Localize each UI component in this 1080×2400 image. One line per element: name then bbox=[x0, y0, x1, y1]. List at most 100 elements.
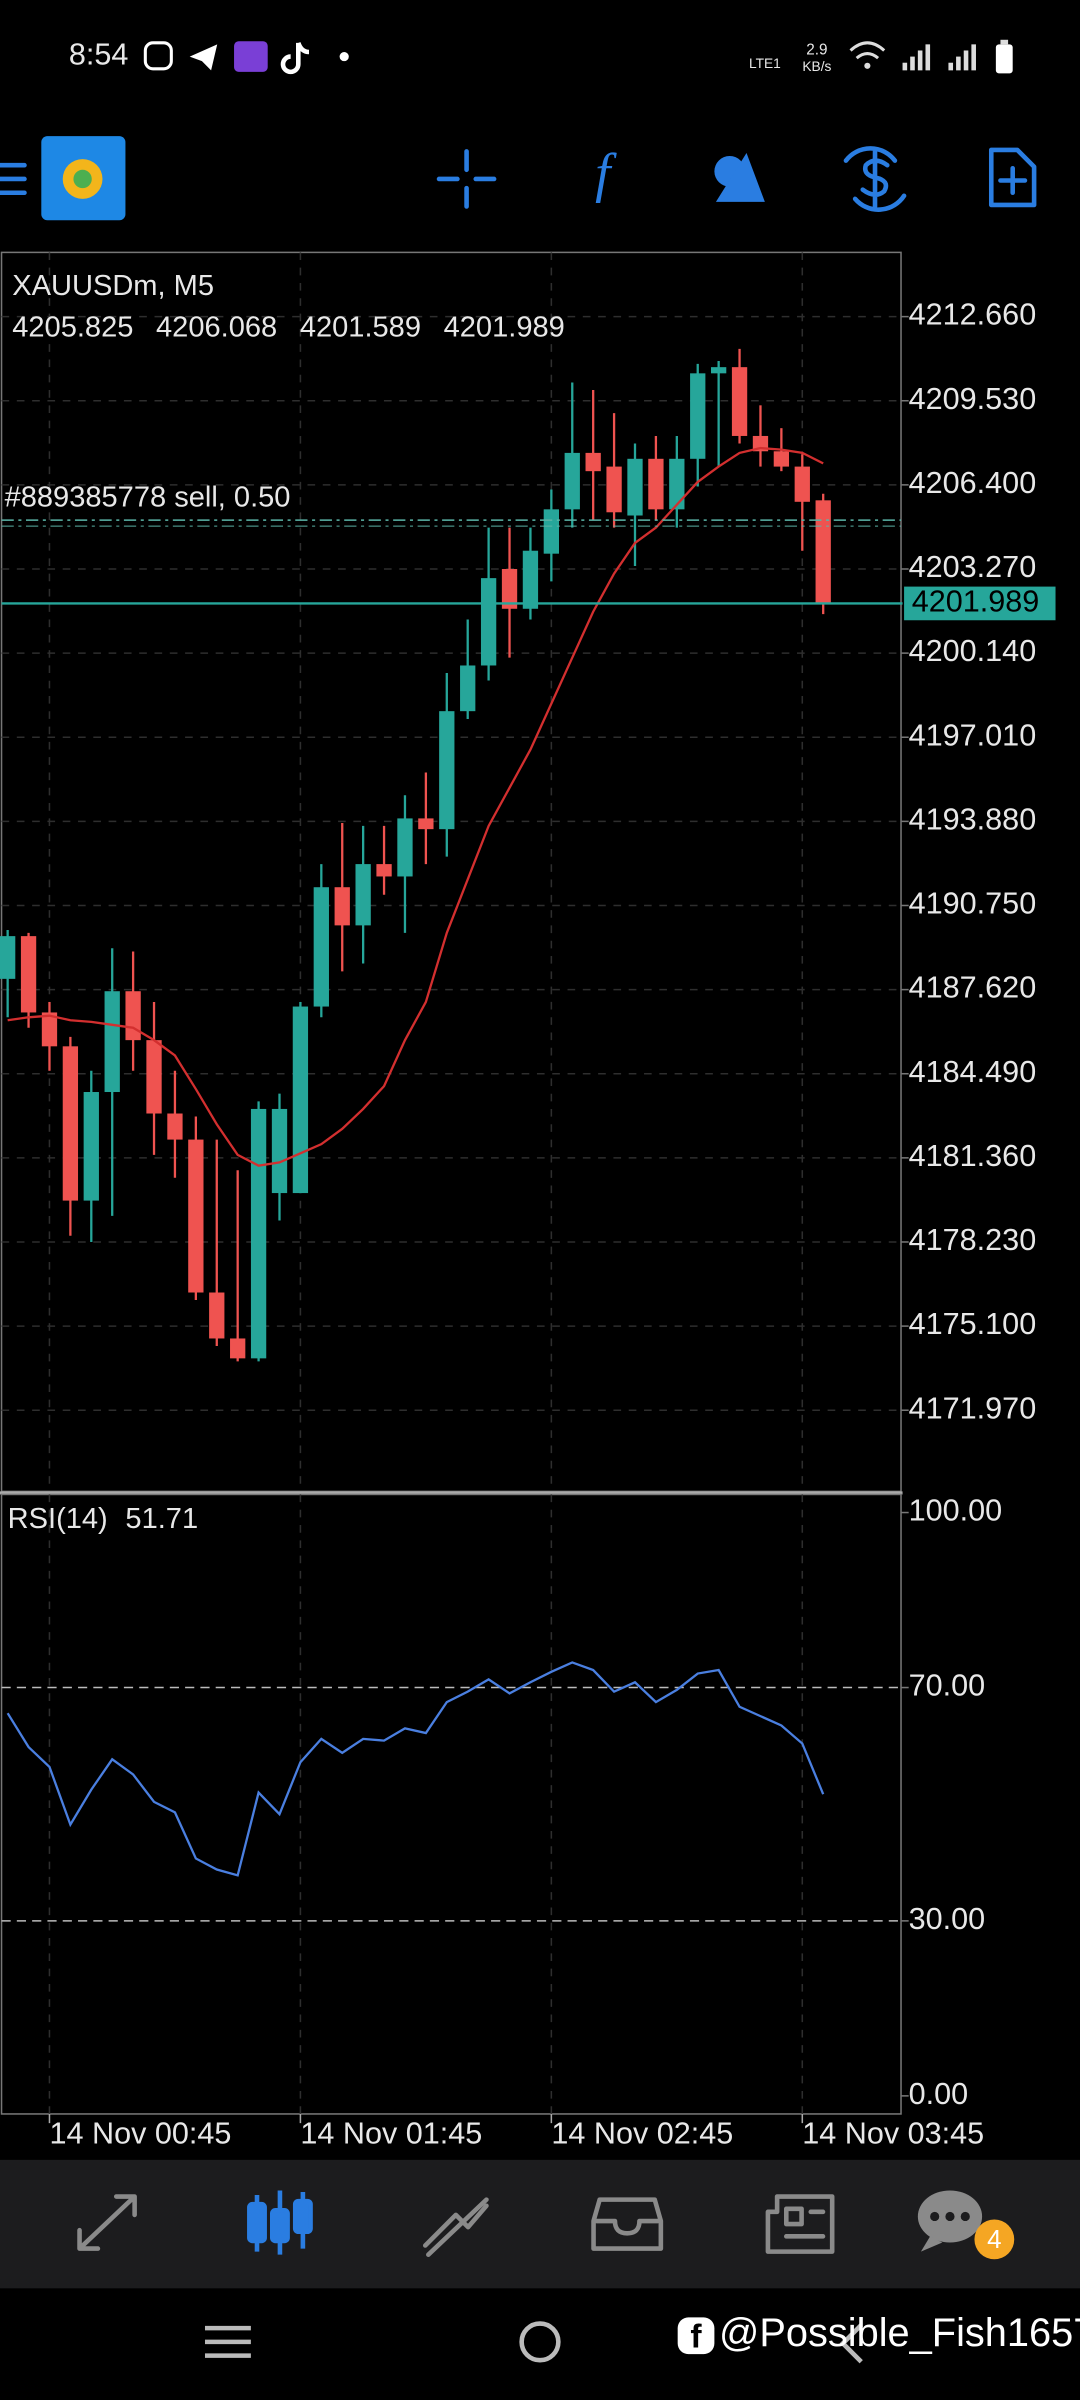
candle-body bbox=[62, 1046, 79, 1201]
recent-apps-button[interactable] bbox=[204, 2325, 251, 2358]
y-tick-label: 4178.230 bbox=[909, 1223, 1037, 1257]
y-tick-label: 4197.010 bbox=[909, 718, 1037, 752]
candle-body bbox=[418, 818, 434, 830]
x-tick-label: 14 Nov 00:45 bbox=[49, 2116, 231, 2150]
objects-button[interactable] bbox=[714, 152, 765, 202]
system-nav: f bbox=[204, 2317, 863, 2364]
candle-body bbox=[627, 458, 643, 516]
candle-body bbox=[334, 887, 350, 926]
ohlc-close: 4201.989 bbox=[444, 312, 565, 344]
candle-body bbox=[522, 550, 539, 609]
candle-body bbox=[146, 1040, 162, 1114]
logo-mark-inner bbox=[73, 169, 92, 189]
candle-body bbox=[209, 1292, 225, 1339]
y-tick-label: 100.00 bbox=[909, 1494, 1003, 1528]
candle-body bbox=[564, 452, 580, 510]
candle-body bbox=[104, 991, 120, 1093]
candle-body bbox=[20, 936, 37, 1013]
trade-button[interactable] bbox=[843, 146, 907, 212]
candle-body bbox=[501, 568, 518, 609]
plot: 4212.660 4209.530 4206.400 4203.270 4200.140… bbox=[0, 298, 1056, 2150]
ohlc-open: 4205.825 bbox=[12, 312, 133, 344]
candle-body bbox=[439, 711, 455, 830]
candle-body bbox=[83, 1092, 99, 1201]
home-button[interactable] bbox=[519, 2321, 561, 2363]
candle-body bbox=[188, 1139, 204, 1293]
status-app-icons bbox=[143, 41, 349, 75]
candle-body bbox=[271, 1108, 288, 1194]
x-tick-label: 14 Nov 02:45 bbox=[551, 2116, 733, 2150]
rsi-current-value: 51.71 bbox=[125, 1503, 198, 1535]
y-tick-label: 30.00 bbox=[909, 1902, 986, 1936]
candle-body bbox=[250, 1108, 267, 1359]
back-button[interactable] bbox=[839, 2323, 863, 2364]
ohlc-high: 4206.068 bbox=[156, 312, 277, 344]
y-tick-label: 70.00 bbox=[909, 1669, 986, 1703]
candle-body bbox=[543, 509, 559, 554]
watermark-logo bbox=[677, 2317, 715, 2355]
bottom-nav-icons bbox=[77, 2190, 1015, 2260]
candle-body bbox=[230, 1338, 246, 1359]
status-network: LTE1 bbox=[749, 56, 781, 71]
candle-body bbox=[0, 936, 16, 979]
y-tick-label: 4184.490 bbox=[909, 1055, 1037, 1089]
candle-body bbox=[585, 452, 601, 472]
quotes-tab[interactable] bbox=[77, 2194, 137, 2251]
ohlc-low: 4201.589 bbox=[300, 312, 421, 344]
y-tick-label: 4200.140 bbox=[909, 634, 1037, 668]
bottom-nav bbox=[0, 2159, 1080, 2289]
y-tick-label: 4193.880 bbox=[909, 802, 1037, 836]
candle-body bbox=[690, 373, 706, 459]
chat-tab[interactable] bbox=[917, 2190, 983, 2252]
watermark-logo-glyph: f bbox=[690, 2319, 702, 2356]
status-time: 8:54 bbox=[69, 38, 129, 72]
candle-body bbox=[606, 466, 622, 513]
candle-body bbox=[794, 466, 810, 502]
candle-body bbox=[167, 1113, 183, 1140]
candle-body bbox=[648, 458, 664, 510]
candle-body bbox=[397, 818, 413, 877]
y-tick-label: 4181.360 bbox=[909, 1139, 1037, 1173]
x-tick-label: 14 Nov 01:45 bbox=[300, 2116, 482, 2150]
candle-body bbox=[313, 887, 329, 1007]
candle-body bbox=[773, 451, 790, 467]
menu-button[interactable] bbox=[0, 162, 27, 196]
y-tick-label: 0.00 bbox=[909, 2077, 969, 2111]
y-tick-label: 4190.750 bbox=[909, 887, 1037, 921]
candle-body bbox=[710, 367, 727, 374]
candle-body bbox=[355, 864, 371, 926]
trade-tab[interactable] bbox=[422, 2197, 489, 2257]
chat-badge bbox=[974, 2219, 1015, 2260]
y-tick-label: 4187.620 bbox=[909, 971, 1037, 1005]
order-label: #889385778 sell, 0.50 bbox=[5, 481, 291, 513]
y-tick-label: 4206.400 bbox=[909, 466, 1037, 500]
candle-body bbox=[460, 665, 476, 712]
candle-body bbox=[292, 1006, 309, 1194]
x-tick-label: 14 Nov 03:45 bbox=[802, 2116, 984, 2150]
candle-body bbox=[41, 1012, 58, 1047]
chart-title: XAUUSDm, M5 bbox=[12, 270, 214, 302]
y-tick-label: 4203.270 bbox=[909, 550, 1037, 584]
candle-body bbox=[815, 500, 831, 604]
y-tick-label: 4209.530 bbox=[909, 382, 1037, 416]
new-order-button[interactable] bbox=[988, 147, 1037, 208]
news-tab[interactable] bbox=[765, 2194, 835, 2254]
moving-average-line bbox=[7, 446, 824, 1167]
rsi-plot-frame bbox=[0, 1493, 902, 2115]
y-tick-label: 4175.100 bbox=[909, 1307, 1037, 1341]
y-tick-label: 4212.660 bbox=[909, 298, 1037, 332]
status-speed-unit: KB/s bbox=[802, 59, 831, 74]
y-tick-label: 4171.970 bbox=[909, 1391, 1037, 1425]
chart-tab[interactable] bbox=[247, 2190, 313, 2255]
rsi-line bbox=[6, 1661, 825, 1877]
grid bbox=[1, 252, 909, 2114]
watermark: @Possible_Fish1657 bbox=[719, 2311, 1080, 2355]
candle-body bbox=[376, 864, 392, 877]
candle-body bbox=[669, 458, 685, 510]
history-tab[interactable] bbox=[591, 2197, 664, 2251]
crosshair-button[interactable] bbox=[436, 149, 497, 209]
candle-body bbox=[480, 578, 497, 666]
candle-body bbox=[731, 367, 748, 436]
